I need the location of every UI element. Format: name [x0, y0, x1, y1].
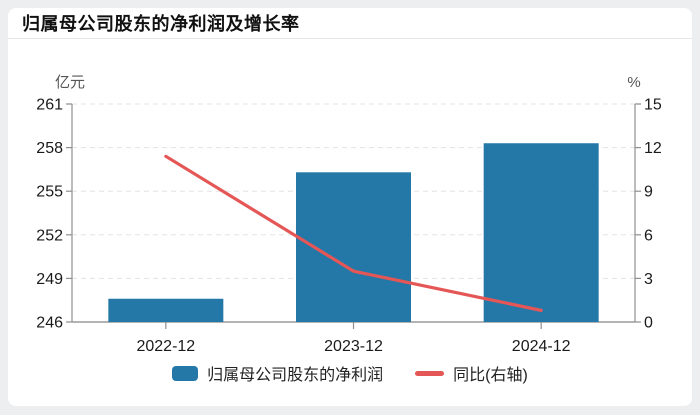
- right-tick-label: 6: [644, 227, 653, 244]
- left-tick-label: 255: [36, 184, 63, 201]
- chart-canvas: 246 249 252 255 258 261 0 3 6 9 12 15 亿元 % 2022-12 2023…: [36, 74, 662, 355]
- card-header: 归属母公司股东的净利润及增长率: [8, 8, 692, 39]
- bar-2022-12[interactable]: [108, 298, 224, 322]
- legend-line-swatch: [415, 370, 445, 376]
- legend-bar-swatch: [172, 365, 199, 381]
- left-tick-label: 249: [36, 271, 63, 288]
- left-tick-label: 261: [36, 97, 63, 114]
- legend-label-yoy: 同比(右轴): [453, 367, 528, 384]
- right-tick-label: 0: [644, 315, 653, 332]
- left-tick-label: 246: [36, 315, 63, 332]
- left-tick-label: 252: [36, 227, 63, 244]
- left-axis-unit-label: 亿元: [55, 74, 85, 91]
- x-tick-label: 2023-12: [324, 338, 383, 355]
- right-axis-unit-label: %: [627, 74, 640, 91]
- x-tick-label: 2024-12: [512, 338, 571, 355]
- right-tick-label: 15: [644, 97, 662, 114]
- legend-item-yoy[interactable]: 同比(右轴): [415, 361, 528, 385]
- yoy-line[interactable]: [164, 154, 543, 312]
- right-tick-label: 3: [644, 271, 653, 288]
- chart-area: 246 249 252 255 258 261 0 3 6 9 12 15 亿元% 2022-12 2023…: [8, 40, 692, 356]
- left-tick-label: 258: [36, 140, 63, 157]
- right-tick-label: 12: [644, 140, 662, 157]
- x-tick-label: 2022-12: [136, 338, 195, 355]
- chart-title: 归属母公司股东的净利润及增长率: [22, 14, 300, 34]
- legend: 归属母公司股东的净利润 同比(右轴): [8, 360, 692, 386]
- chart-card: 归属母公司股东的净利润及增长率 246 249 252 255 258 261 0 3 6 9 12…: [8, 8, 692, 406]
- bar-2024-12[interactable]: [483, 143, 599, 322]
- legend-label-net-profit: 归属母公司股东的净利润: [207, 367, 384, 384]
- right-tick-label: 9: [644, 184, 653, 201]
- legend-item-net-profit[interactable]: 归属母公司股东的净利润: [172, 361, 383, 385]
